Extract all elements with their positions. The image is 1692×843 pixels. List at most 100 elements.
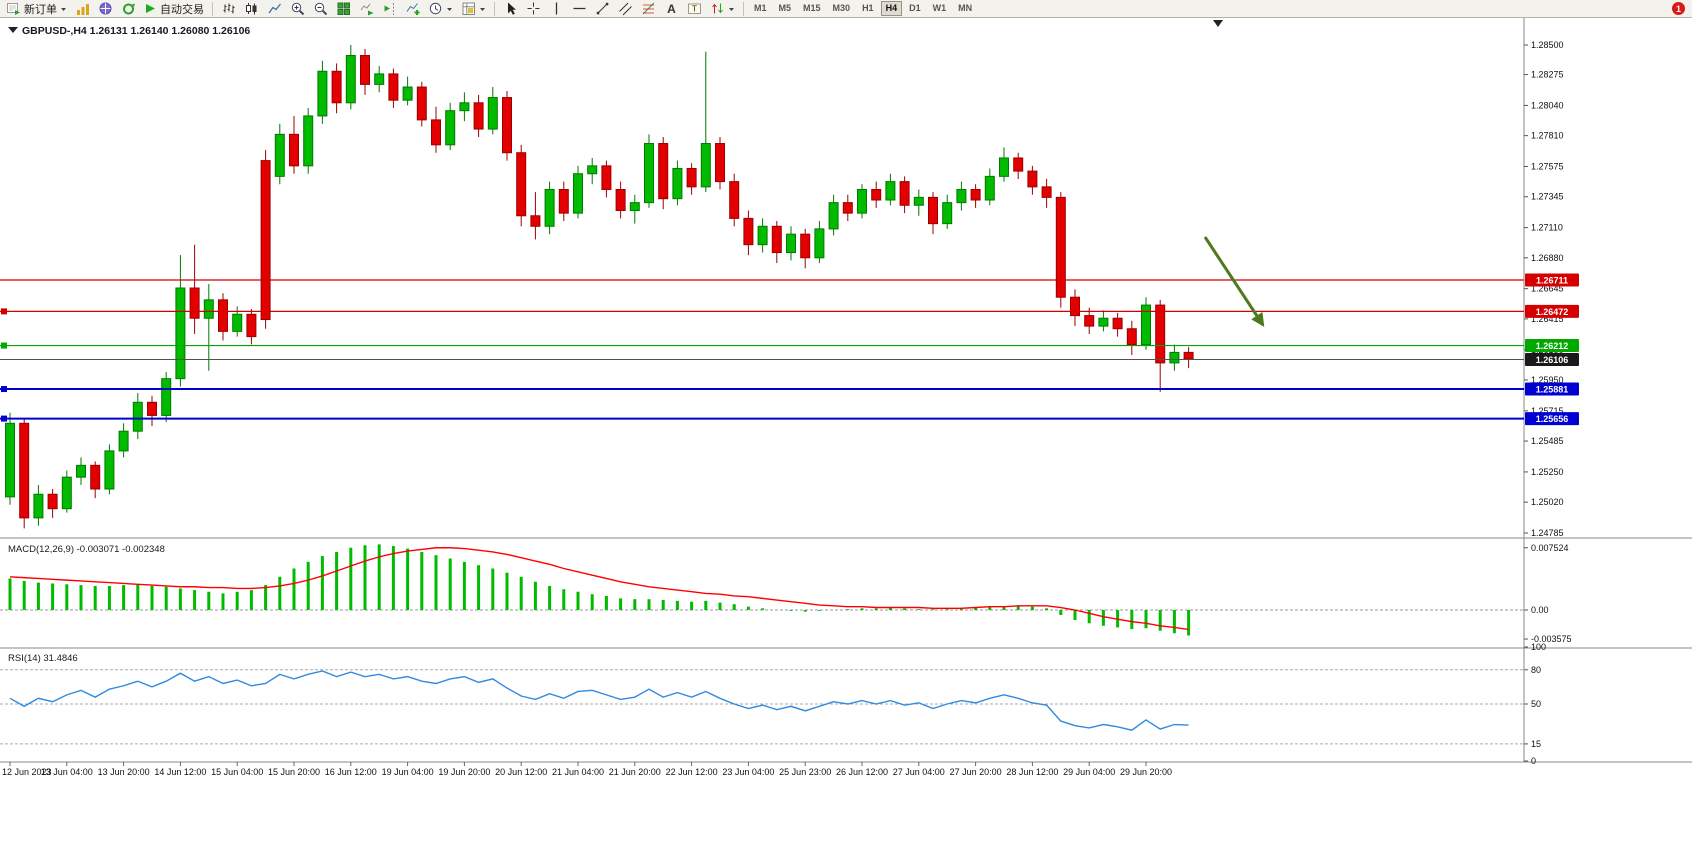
profiles-icon xyxy=(99,2,112,15)
svg-text:1.25020: 1.25020 xyxy=(1531,497,1564,507)
svg-text:1.26711: 1.26711 xyxy=(1536,276,1568,286)
svg-text:1.28040: 1.28040 xyxy=(1531,100,1564,110)
cursor-button[interactable] xyxy=(500,1,521,17)
chart-canvas[interactable]: GBPUSD-,H4 1.26131 1.26140 1.26080 1.261… xyxy=(0,18,1692,843)
svg-text:0.007524: 0.007524 xyxy=(1531,543,1569,553)
text-label-button[interactable]: T xyxy=(684,1,705,17)
timeframe-mn[interactable]: MN xyxy=(958,3,973,13)
trendline-icon xyxy=(596,2,609,15)
rsi-panel: RSI(14) 31.4846 100 80 50 15 0 xyxy=(0,642,1546,766)
timeframe-h4[interactable]: H4 xyxy=(880,1,903,16)
svg-text:23 Jun 04:00: 23 Jun 04:00 xyxy=(722,767,774,777)
svg-text:1.26106: 1.26106 xyxy=(1536,355,1569,365)
tile-windows-button[interactable] xyxy=(333,1,354,17)
text-button[interactable]: A xyxy=(661,1,682,17)
svg-text:25 Jun 23:00: 25 Jun 23:00 xyxy=(779,767,831,777)
horizontal-line-button[interactable] xyxy=(569,1,590,17)
arrows-icon xyxy=(712,3,723,14)
trendline-button[interactable] xyxy=(592,1,613,17)
autotrading-button[interactable]: 自动交易 xyxy=(141,1,207,17)
text-label-icon: T xyxy=(688,3,701,14)
timeframe-w1[interactable]: W1 xyxy=(932,3,947,13)
auto-scroll-icon xyxy=(360,3,374,16)
timeframe-d1[interactable]: D1 xyxy=(909,3,921,13)
refresh-icon xyxy=(123,3,135,15)
fibonacci-icon xyxy=(642,2,655,15)
svg-text:1.25250: 1.25250 xyxy=(1531,467,1564,477)
template-button[interactable] xyxy=(458,1,489,17)
alert-badge[interactable]: 1 xyxy=(1672,2,1685,15)
svg-text:1.27575: 1.27575 xyxy=(1531,162,1564,172)
crosshair-icon xyxy=(527,2,540,15)
text-icon: A xyxy=(667,2,676,16)
candlestick-button[interactable] xyxy=(241,1,262,17)
toolbar-separator xyxy=(494,1,495,16)
timeframe-m15[interactable]: M15 xyxy=(803,3,821,13)
zoom-in-icon xyxy=(291,2,305,16)
profiles-button[interactable] xyxy=(95,1,116,17)
toolbar-separator xyxy=(212,1,213,16)
svg-text:100: 100 xyxy=(1531,642,1546,652)
new-order-label: 新订单 xyxy=(24,3,57,16)
refresh-button[interactable] xyxy=(118,1,139,17)
svg-text:22 Jun 12:00: 22 Jun 12:00 xyxy=(666,767,718,777)
svg-text:0: 0 xyxy=(1531,756,1536,766)
chart-shift-button[interactable] xyxy=(379,1,400,17)
macd-panel: MACD(12,26,9) -0.003071 -0.002348 0.00752… xyxy=(0,543,1572,644)
zoom-out-button[interactable] xyxy=(310,1,331,17)
svg-text:20 Jun 12:00: 20 Jun 12:00 xyxy=(495,767,547,777)
svg-text:50: 50 xyxy=(1531,699,1541,709)
line-chart-button[interactable] xyxy=(264,1,285,17)
indicators-icon xyxy=(406,3,420,15)
new-order-button[interactable]: 新订单 xyxy=(3,1,70,17)
svg-text:1.27810: 1.27810 xyxy=(1531,131,1564,141)
chevron-down-icon xyxy=(447,7,452,11)
ohlc-bars-icon xyxy=(223,3,235,14)
svg-text:1.25656: 1.25656 xyxy=(1536,414,1569,424)
svg-text:29 Jun 20:00: 29 Jun 20:00 xyxy=(1120,767,1172,777)
crosshair-button[interactable] xyxy=(523,1,544,17)
candles-layer xyxy=(5,45,1194,529)
ohlc-bars-button[interactable] xyxy=(218,1,239,17)
timeframe-h1[interactable]: H1 xyxy=(862,3,874,13)
svg-text:1.25881: 1.25881 xyxy=(1536,385,1569,395)
svg-text:19 Jun 20:00: 19 Jun 20:00 xyxy=(438,767,490,777)
svg-text:1.27345: 1.27345 xyxy=(1531,192,1564,202)
svg-text:27 Jun 20:00: 27 Jun 20:00 xyxy=(950,767,1002,777)
svg-text:0.00: 0.00 xyxy=(1531,605,1549,615)
timeframe-m30[interactable]: M30 xyxy=(832,3,851,13)
arrows-button[interactable] xyxy=(707,1,738,17)
svg-text:1.24785: 1.24785 xyxy=(1531,528,1564,538)
timeframe-m5[interactable]: M5 xyxy=(778,3,792,13)
svg-text:1.28275: 1.28275 xyxy=(1531,70,1564,80)
indicators-button[interactable] xyxy=(402,1,423,17)
svg-text:1.25950: 1.25950 xyxy=(1531,375,1564,385)
new-chart-button[interactable] xyxy=(72,1,93,17)
channel-button[interactable] xyxy=(615,1,636,17)
svg-text:1.28500: 1.28500 xyxy=(1531,40,1564,50)
svg-text:13 Jun 04:00: 13 Jun 04:00 xyxy=(41,767,93,777)
svg-text:21 Jun 20:00: 21 Jun 20:00 xyxy=(609,767,661,777)
svg-text:1.26880: 1.26880 xyxy=(1531,253,1564,263)
svg-text:29 Jun 04:00: 29 Jun 04:00 xyxy=(1063,767,1115,777)
svg-text:27 Jun 04:00: 27 Jun 04:00 xyxy=(893,767,945,777)
svg-text:1.26415: 1.26415 xyxy=(1531,314,1564,324)
zoom-in-button[interactable] xyxy=(287,1,308,17)
periods-clock-icon xyxy=(429,2,442,15)
vertical-line-button[interactable] xyxy=(546,1,567,17)
auto-scroll-button[interactable] xyxy=(356,1,377,17)
timeframe-m1[interactable]: M1 xyxy=(754,3,767,13)
chevron-down-icon xyxy=(61,7,66,11)
periods-button[interactable] xyxy=(425,1,456,17)
svg-text:RSI(14) 31.4846: RSI(14) 31.4846 xyxy=(8,653,78,664)
chevron-down-icon xyxy=(729,7,734,11)
hlines-layer xyxy=(0,279,1524,422)
chart-frame xyxy=(0,18,1692,843)
svg-text:15 Jun 04:00: 15 Jun 04:00 xyxy=(211,767,263,777)
fibonacci-button[interactable] xyxy=(638,1,659,17)
svg-text:1.26472: 1.26472 xyxy=(1536,307,1569,317)
svg-text:16 Jun 12:00: 16 Jun 12:00 xyxy=(325,767,377,777)
svg-text:26 Jun 12:00: 26 Jun 12:00 xyxy=(836,767,888,777)
autotrading-play-icon xyxy=(146,4,155,13)
svg-text:1.26212: 1.26212 xyxy=(1536,341,1569,351)
